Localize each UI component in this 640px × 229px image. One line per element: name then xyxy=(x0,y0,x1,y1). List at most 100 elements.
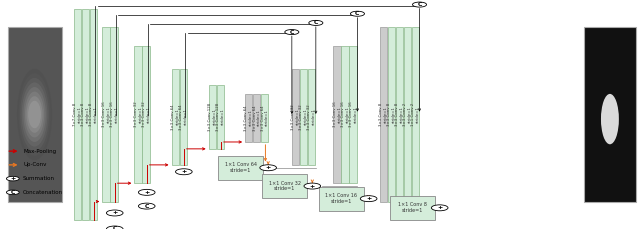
Text: C: C xyxy=(417,2,422,7)
Ellipse shape xyxy=(25,92,44,137)
Bar xyxy=(143,46,150,183)
Ellipse shape xyxy=(23,87,46,142)
FancyBboxPatch shape xyxy=(390,196,435,220)
Bar xyxy=(342,46,349,183)
Text: 3×3 Conv 32
stride=1: 3×3 Conv 32 stride=1 xyxy=(134,102,142,127)
Text: +: + xyxy=(437,205,442,210)
Ellipse shape xyxy=(19,73,51,156)
Text: +: + xyxy=(112,210,117,215)
Text: Up-Conv: Up-Conv xyxy=(23,162,47,167)
Text: C: C xyxy=(314,20,318,25)
Bar xyxy=(90,9,97,220)
Text: Concatenation: Concatenation xyxy=(23,190,63,195)
Text: 3×3 Conv 16
stride=1: 3×3 Conv 16 stride=1 xyxy=(341,102,349,127)
Text: Summation: Summation xyxy=(23,176,55,181)
Circle shape xyxy=(106,210,123,216)
Ellipse shape xyxy=(20,78,49,151)
Text: +: + xyxy=(10,176,15,181)
Bar xyxy=(396,27,403,202)
Text: 3×3 Conv 64
stride=1: 3×3 Conv 64 stride=1 xyxy=(253,105,261,131)
Circle shape xyxy=(106,226,123,229)
Text: 3×3 Conv 16
stride=1: 3×3 Conv 16 stride=1 xyxy=(333,102,341,127)
Text: 3×3 Conv 128
stride=1: 3×3 Conv 128 stride=1 xyxy=(216,103,225,131)
Text: C: C xyxy=(289,30,294,35)
Text: 3×3 Conv 32
stride=1: 3×3 Conv 32 stride=1 xyxy=(300,104,308,130)
Circle shape xyxy=(260,165,276,171)
Bar xyxy=(412,27,419,202)
Text: 3×3 Conv 128
stride=1: 3×3 Conv 128 stride=1 xyxy=(208,103,216,131)
Text: +: + xyxy=(144,190,149,195)
Bar xyxy=(333,46,340,183)
FancyBboxPatch shape xyxy=(319,187,364,211)
Text: +: + xyxy=(366,196,371,201)
Text: 3×3 Conv 32
stride=1: 3×3 Conv 32 stride=1 xyxy=(307,104,316,130)
Bar xyxy=(179,69,187,165)
Ellipse shape xyxy=(28,101,41,128)
Text: +: + xyxy=(266,165,271,170)
Text: +: + xyxy=(310,184,315,188)
Text: 3×3 Conv 32
stride=1: 3×3 Conv 32 stride=1 xyxy=(291,104,300,130)
Text: 3×3 Conv 16
stride=1: 3×3 Conv 16 stride=1 xyxy=(110,102,118,127)
Text: 3×3 Conv 16
stride=1: 3×3 Conv 16 stride=1 xyxy=(102,102,110,127)
Text: 3×3 Conv 64
stride=1: 3×3 Conv 64 stride=1 xyxy=(179,104,188,130)
Bar xyxy=(82,9,89,220)
Text: 3×3 Conv 64
stride=1: 3×3 Conv 64 stride=1 xyxy=(260,105,269,131)
Text: 3×3 Conv 16
stride=1: 3×3 Conv 16 stride=1 xyxy=(349,102,357,127)
FancyBboxPatch shape xyxy=(218,156,263,180)
Text: 3×3 Conv 8
stride=1: 3×3 Conv 8 stride=1 xyxy=(81,103,90,126)
Text: 3×3 Conv 8
stride=1: 3×3 Conv 8 stride=1 xyxy=(89,103,97,126)
Bar xyxy=(253,94,260,142)
Text: 1×1 Conv 2
stride=1: 1×1 Conv 2 stride=1 xyxy=(411,103,419,126)
Bar xyxy=(102,27,110,202)
Text: C: C xyxy=(145,204,149,209)
Bar xyxy=(380,27,387,202)
Ellipse shape xyxy=(22,82,47,147)
Circle shape xyxy=(285,30,299,35)
Text: 3×3 Conv 8
stride=1: 3×3 Conv 8 stride=1 xyxy=(379,103,387,126)
Text: C: C xyxy=(10,190,15,195)
Bar xyxy=(308,69,316,165)
Ellipse shape xyxy=(27,96,42,133)
Circle shape xyxy=(412,2,427,7)
Text: 3×3 Conv 64
stride=1: 3×3 Conv 64 stride=1 xyxy=(244,105,253,131)
Bar xyxy=(74,9,81,220)
Text: 1×1 Conv 64
stride=1: 1×1 Conv 64 stride=1 xyxy=(225,162,257,173)
Bar xyxy=(404,27,411,202)
Bar xyxy=(111,27,118,202)
Bar xyxy=(300,69,307,165)
Circle shape xyxy=(6,176,19,181)
Bar xyxy=(584,27,636,202)
Ellipse shape xyxy=(601,94,619,144)
Text: 1×1 Conv 8
stride=1: 1×1 Conv 8 stride=1 xyxy=(397,202,427,213)
Text: C: C xyxy=(355,11,360,16)
Bar xyxy=(292,69,300,165)
Text: 7×7 Conv 8
stride=1: 7×7 Conv 8 stride=1 xyxy=(73,103,81,126)
Text: +: + xyxy=(181,169,186,174)
Circle shape xyxy=(175,169,192,175)
Bar xyxy=(216,85,224,149)
Bar xyxy=(172,69,179,165)
Bar xyxy=(134,46,142,183)
Text: C: C xyxy=(113,226,117,229)
Circle shape xyxy=(431,205,448,211)
Text: Max-Pooling: Max-Pooling xyxy=(23,149,56,154)
Text: 3×3 Conv 2
stride=1: 3×3 Conv 2 stride=1 xyxy=(403,103,412,126)
Text: 1×1 Conv 16
stride=1: 1×1 Conv 16 stride=1 xyxy=(325,193,357,204)
Circle shape xyxy=(304,183,321,189)
Text: 1×1 Conv 32
stride=1: 1×1 Conv 32 stride=1 xyxy=(269,181,301,191)
Bar xyxy=(261,94,269,142)
Text: 3×3 Conv 32
stride=1: 3×3 Conv 32 stride=1 xyxy=(142,102,150,127)
Text: 3×3 Conv 64
stride=1: 3×3 Conv 64 stride=1 xyxy=(171,104,179,130)
Bar xyxy=(245,94,253,142)
Bar xyxy=(388,27,395,202)
Ellipse shape xyxy=(17,69,52,160)
Text: 3×3 Conv 8
stride=1: 3×3 Conv 8 stride=1 xyxy=(387,103,396,126)
Bar xyxy=(349,46,357,183)
Text: 3×3 Conv 8
stride=1: 3×3 Conv 8 stride=1 xyxy=(395,103,403,126)
Circle shape xyxy=(138,203,155,209)
Circle shape xyxy=(138,189,155,195)
Circle shape xyxy=(309,20,323,25)
FancyBboxPatch shape xyxy=(262,174,307,198)
Circle shape xyxy=(351,11,365,16)
Circle shape xyxy=(6,190,19,195)
